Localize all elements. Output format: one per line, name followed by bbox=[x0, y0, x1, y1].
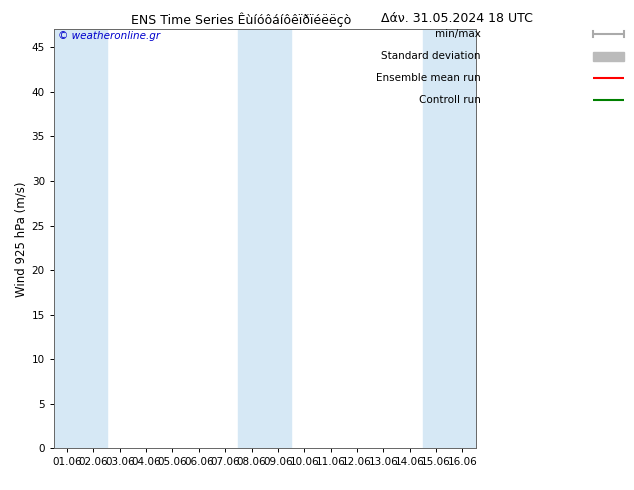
Text: Ensemble mean run: Ensemble mean run bbox=[376, 74, 481, 83]
Text: ENS Time Series Êùíóôáíôêïðïéëëçò: ENS Time Series Êùíóôáíôêïðïéëëçò bbox=[131, 12, 351, 27]
Bar bbox=[238, 29, 291, 448]
Bar bbox=[54, 29, 107, 448]
Text: min/max: min/max bbox=[435, 29, 481, 39]
Text: Controll run: Controll run bbox=[418, 96, 481, 105]
Y-axis label: Wind 925 hPa (m/s): Wind 925 hPa (m/s) bbox=[15, 181, 27, 296]
Text: © weatheronline.gr: © weatheronline.gr bbox=[58, 31, 160, 42]
Bar bbox=[423, 29, 476, 448]
Text: Δάν. 31.05.2024 18 UTC: Δάν. 31.05.2024 18 UTC bbox=[380, 12, 533, 25]
Text: Standard deviation: Standard deviation bbox=[381, 51, 481, 61]
